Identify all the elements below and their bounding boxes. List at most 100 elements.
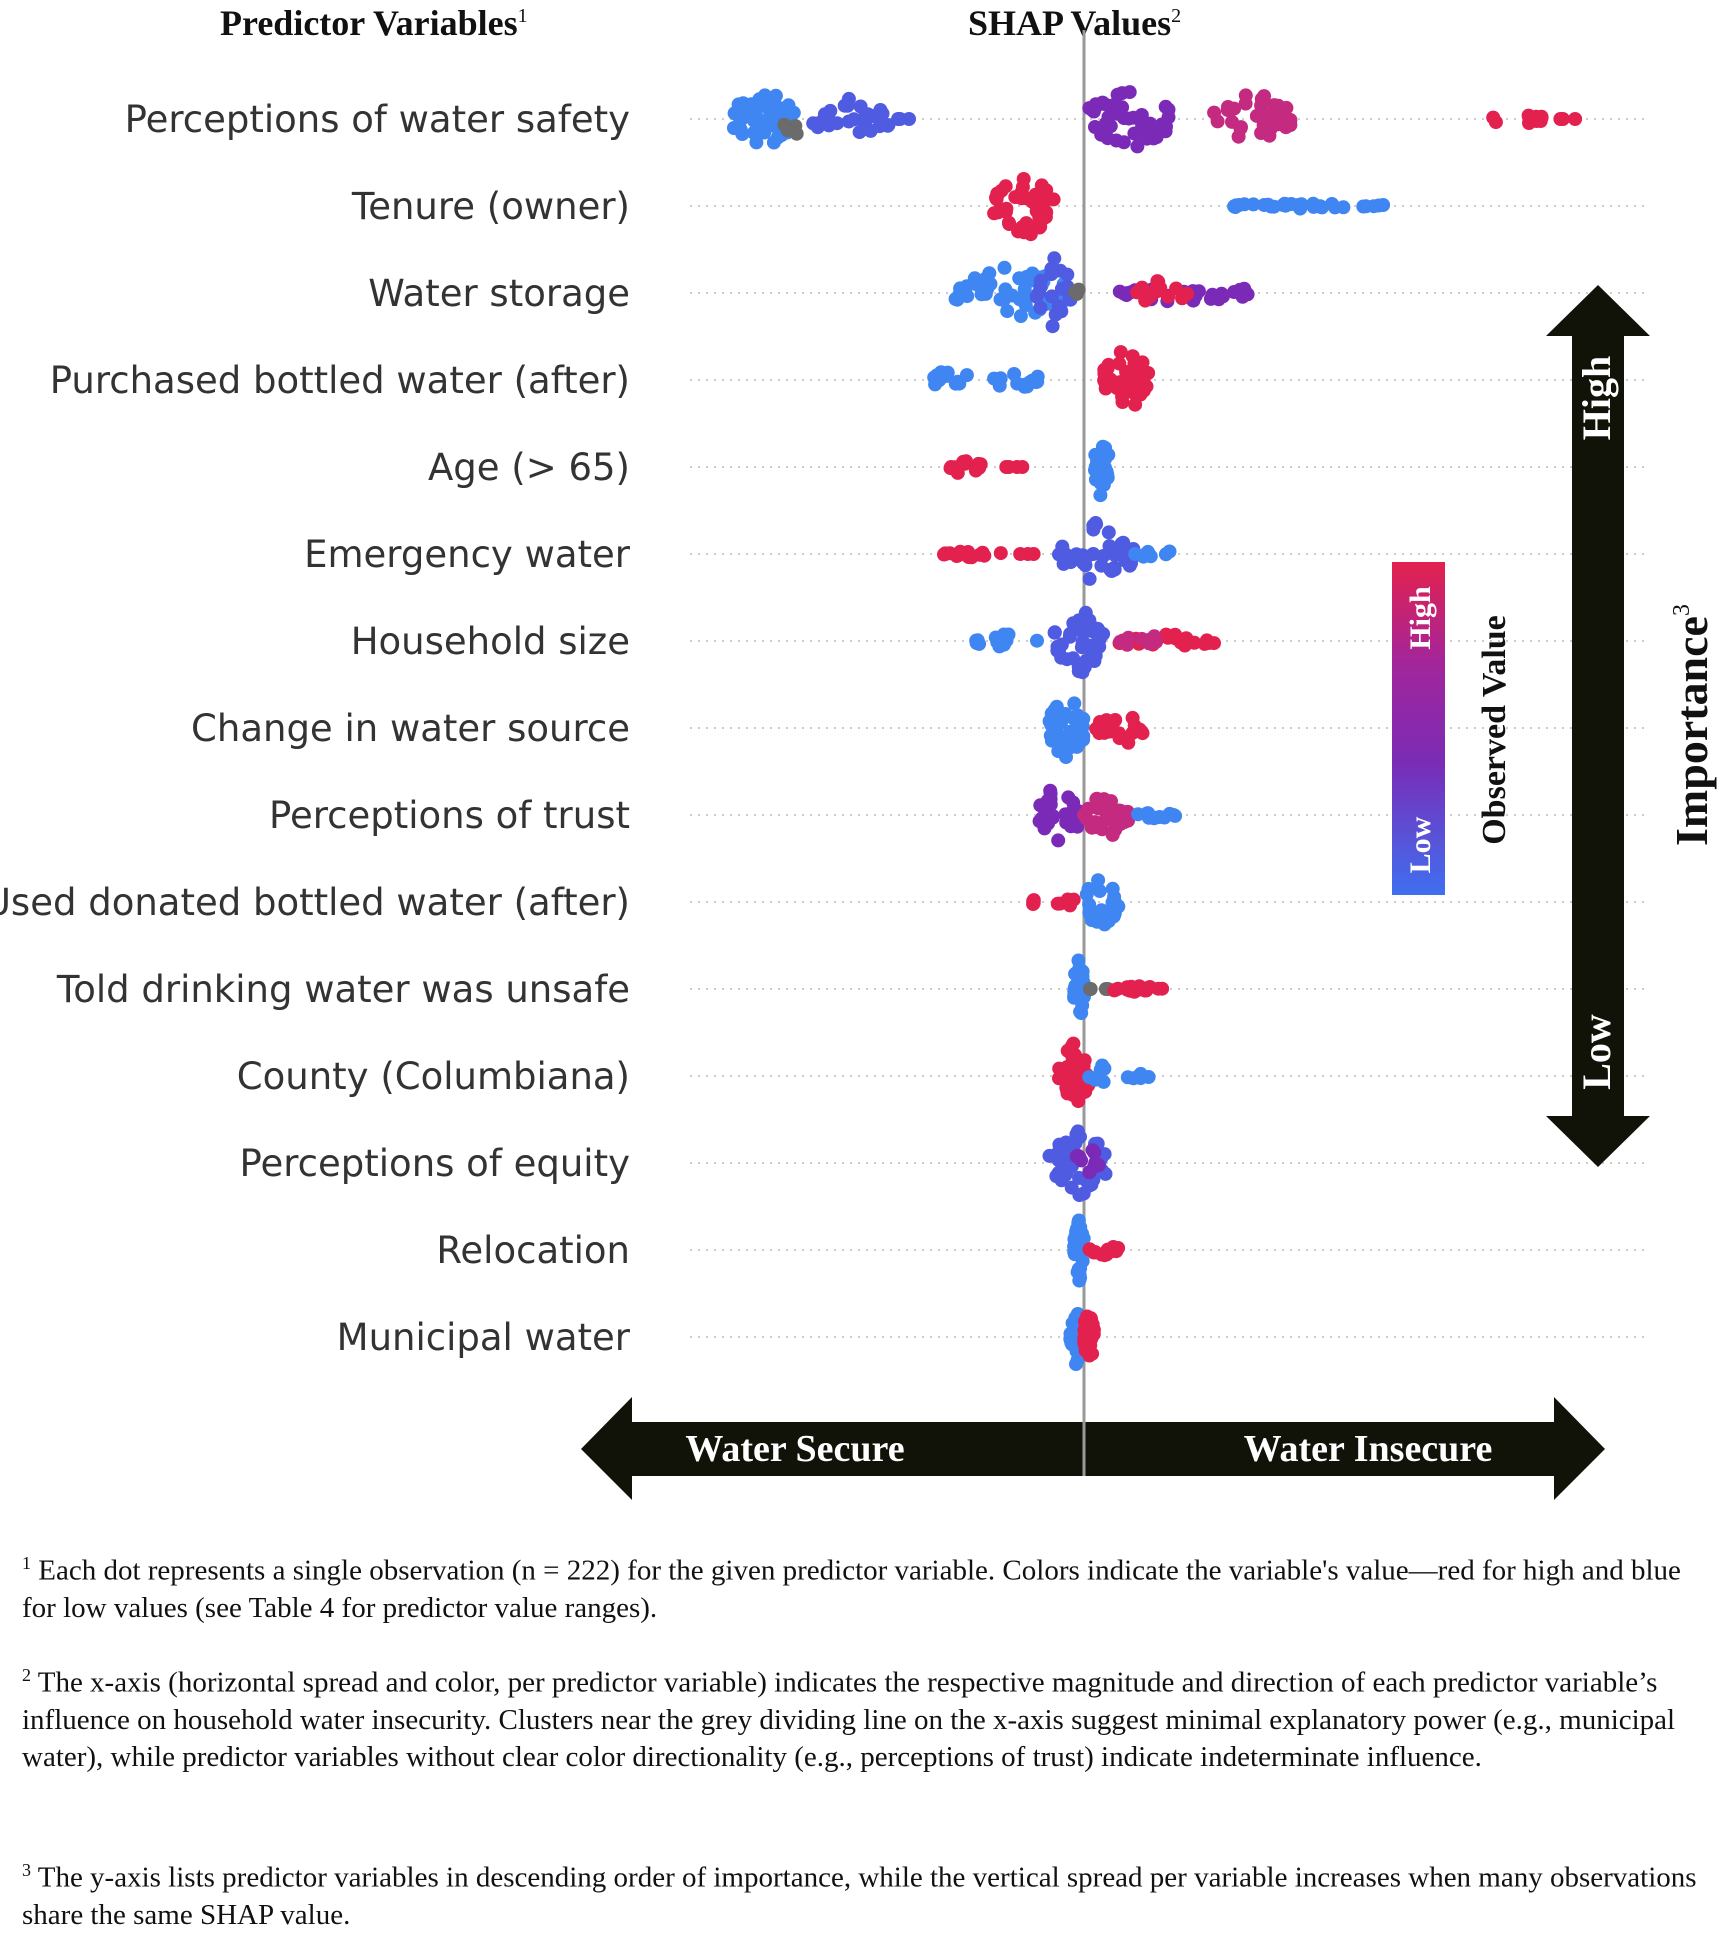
data-point — [967, 271, 982, 286]
data-point — [1089, 517, 1104, 532]
data-point — [1108, 896, 1123, 911]
data-point — [1110, 87, 1125, 102]
data-point — [1109, 133, 1124, 148]
data-point — [1036, 197, 1050, 212]
colorbar-title: Observed Value — [1476, 615, 1513, 845]
footnote-text: The y-axis lists predictor variables in … — [22, 1861, 1697, 1931]
data-point — [1052, 643, 1066, 658]
data-point — [754, 118, 769, 133]
data-point — [1030, 633, 1044, 648]
data-point — [959, 368, 974, 383]
data-point — [1136, 284, 1151, 299]
data-point — [817, 107, 832, 122]
footnote-sup: 1 — [22, 1553, 31, 1573]
data-point — [987, 371, 1002, 386]
data-point — [1026, 893, 1041, 908]
data-point — [980, 282, 995, 297]
y-tick-label: Water storage — [368, 272, 630, 315]
data-point — [1145, 810, 1160, 825]
data-point — [1065, 1052, 1080, 1067]
data-point — [1187, 635, 1202, 650]
footnote-1: 1 Each dot represents a single observati… — [22, 1545, 1702, 1627]
direction-arrow-shape — [581, 1397, 1605, 1500]
data-point — [1128, 397, 1143, 412]
data-point — [1225, 114, 1239, 129]
data-point — [1020, 379, 1035, 394]
data-point — [1227, 101, 1242, 116]
y-tick-label: Perceptions of equity — [240, 1142, 630, 1185]
dots — [727, 85, 1583, 1372]
data-point — [1153, 281, 1168, 295]
data-point — [1135, 119, 1150, 134]
importance-title-text: Importance — [1666, 616, 1717, 846]
data-point — [1067, 696, 1082, 711]
data-point — [1047, 703, 1062, 718]
data-point — [1158, 124, 1173, 139]
data-point — [969, 458, 984, 473]
data-point — [1210, 114, 1225, 129]
data-point — [1117, 111, 1131, 126]
data-point — [1214, 286, 1229, 301]
data-point — [1044, 289, 1059, 304]
data-point — [1016, 172, 1031, 186]
data-point — [1086, 1327, 1101, 1342]
data-point — [779, 103, 794, 118]
data-point — [1066, 731, 1081, 746]
data-point — [1081, 638, 1096, 653]
data-point — [1069, 1127, 1084, 1142]
data-point — [1043, 783, 1058, 798]
y-tick-label: Relocation — [436, 1229, 630, 1272]
data-point — [1090, 621, 1105, 636]
data-point — [1142, 636, 1156, 651]
shap-values-header: SHAP Values2 — [968, 2, 1181, 44]
data-point — [727, 121, 742, 135]
data-point — [993, 292, 1008, 307]
colorbar-high-label: High — [1404, 586, 1437, 650]
y-tick-label: Emergency water — [304, 533, 631, 576]
data-point — [1115, 395, 1130, 409]
footnote-3: 3 The y-axis lists predictor variables i… — [22, 1852, 1702, 1934]
data-point — [1072, 1267, 1087, 1282]
data-point — [1069, 1357, 1083, 1372]
data-point — [1094, 1247, 1109, 1262]
data-point — [788, 119, 803, 133]
y-tick-label: Household size — [351, 620, 630, 663]
data-point — [1010, 460, 1025, 474]
y-tick-label: Told drinking water was unsafe — [56, 968, 630, 1011]
data-point — [1107, 562, 1122, 577]
data-point — [1131, 807, 1145, 822]
data-point — [1136, 371, 1151, 385]
data-point — [1013, 309, 1028, 323]
data-point — [1054, 304, 1069, 319]
data-point — [1056, 556, 1071, 571]
data-point — [1064, 816, 1079, 831]
data-point — [989, 192, 1004, 207]
data-point — [1018, 298, 1033, 313]
data-point — [1007, 367, 1022, 381]
data-point — [1271, 98, 1286, 113]
data-point — [1002, 217, 1017, 231]
data-point — [1072, 1188, 1087, 1203]
data-point — [1108, 713, 1123, 727]
data-point — [1359, 199, 1373, 214]
data-point — [999, 201, 1014, 216]
data-point — [853, 99, 868, 114]
data-point — [1019, 269, 1034, 284]
data-point — [1106, 1240, 1121, 1254]
data-point — [1112, 356, 1127, 371]
data-point — [1336, 200, 1351, 215]
data-point — [1238, 88, 1253, 103]
data-point — [978, 271, 993, 286]
footnote-text: The x-axis (horizontal spread and color,… — [22, 1666, 1676, 1773]
data-point — [1063, 626, 1078, 641]
data-point — [1065, 1076, 1079, 1091]
header-sup: 2 — [1171, 5, 1182, 27]
data-point — [1047, 251, 1062, 266]
data-point — [1094, 558, 1109, 573]
importance-title: Importance3 — [1666, 604, 1717, 846]
data-point — [1100, 467, 1115, 481]
y-tick-label: Perceptions of water safety — [125, 98, 630, 141]
data-point — [746, 106, 761, 120]
data-point — [975, 545, 990, 560]
data-point — [1143, 549, 1158, 564]
